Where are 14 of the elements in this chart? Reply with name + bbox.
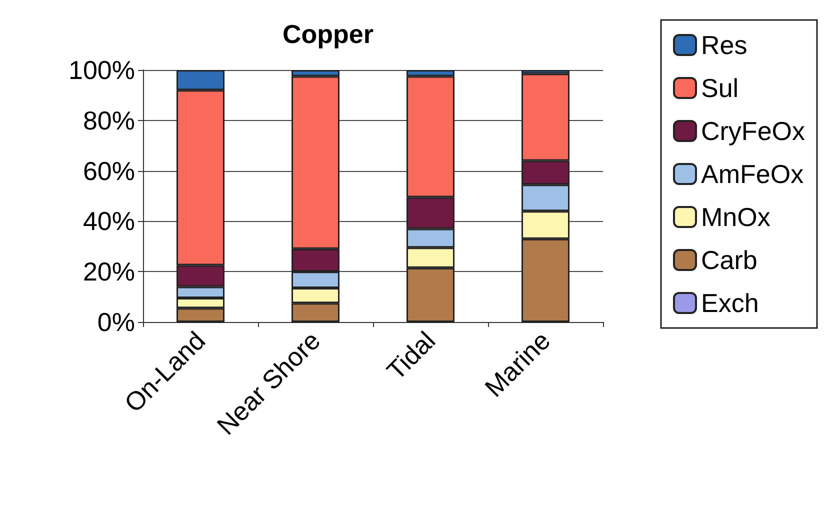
y-tick-label: 60% — [82, 156, 135, 186]
y-tick-label: 40% — [82, 206, 135, 236]
chart-title: Copper — [282, 19, 374, 49]
legend-label: MnOx — [701, 202, 770, 232]
y-tick-label: 20% — [82, 256, 135, 287]
legend-label: AmFeOx — [701, 159, 804, 189]
legend-label: Carb — [701, 245, 758, 275]
y-tick-label: 100% — [68, 55, 135, 85]
y-tick-label: 0% — [97, 307, 135, 337]
legend-label: Sul — [701, 73, 739, 103]
legend-label: Res — [701, 30, 748, 60]
legend-label: Exch — [701, 288, 759, 318]
legend-label: CryFeOx — [701, 116, 805, 146]
y-tick-label: 80% — [82, 105, 135, 136]
